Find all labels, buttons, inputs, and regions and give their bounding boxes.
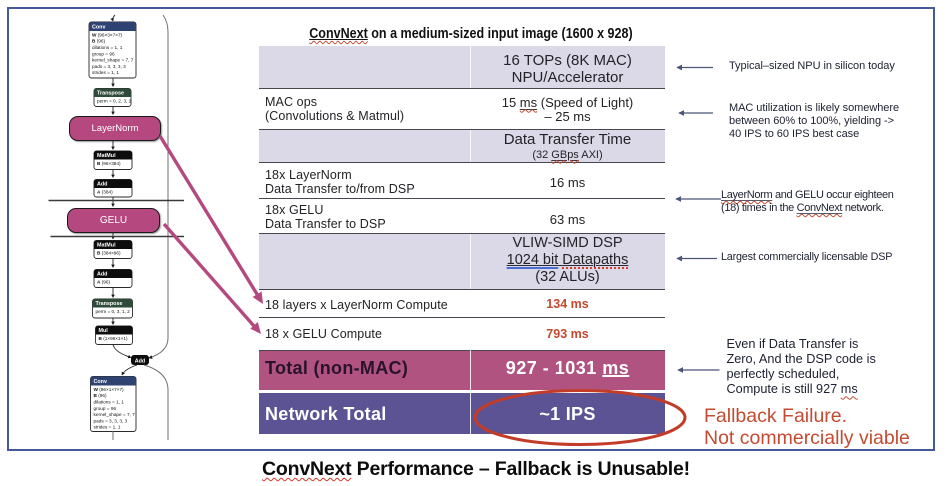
svg-text:B (384×96): B (384×96) (97, 250, 121, 255)
svg-text:B (1×96×1×1): B (1×96×1×1) (99, 336, 129, 341)
svg-text:perm = 0, 3, 1, 2: perm = 0, 3, 1, 2 (96, 309, 131, 314)
svg-text:B (96×384): B (96×384) (97, 161, 121, 166)
svg-text:strides = 1, 1: strides = 1, 1 (94, 425, 121, 430)
svg-text:A (96): A (96) (97, 279, 110, 284)
svg-text:MatMul: MatMul (97, 153, 116, 159)
svg-text:pads = 3, 3, 3, 3: pads = 3, 3, 3, 3 (92, 64, 126, 69)
svg-text:Add: Add (135, 358, 145, 364)
svg-text:strides = 1, 1: strides = 1, 1 (92, 70, 119, 75)
svg-text:Transpose: Transpose (96, 301, 123, 307)
svg-text:MatMul: MatMul (97, 242, 116, 248)
svg-text:perm = 0, 2, 3, 1: perm = 0, 2, 3, 1 (97, 98, 132, 103)
svg-text:Mul: Mul (99, 328, 109, 334)
svg-text:Conv: Conv (92, 24, 105, 30)
svg-text:W (96×1×7×7): W (96×1×7×7) (94, 387, 125, 392)
svg-text:dilations = 1, 1: dilations = 1, 1 (92, 45, 123, 50)
svg-text:group = 96: group = 96 (94, 406, 117, 411)
svg-text:kernel_shape = 7, 7: kernel_shape = 7, 7 (94, 412, 136, 417)
svg-text:Transpose: Transpose (97, 90, 124, 96)
svg-text:dilations = 1, 1: dilations = 1, 1 (94, 400, 125, 405)
svg-text:Conv: Conv (94, 379, 107, 385)
svg-text:kernel_shape = 7, 7: kernel_shape = 7, 7 (92, 58, 134, 63)
svg-text:pads = 3, 3, 3, 3: pads = 3, 3, 3, 3 (94, 418, 128, 423)
svg-text:group = 96: group = 96 (92, 51, 115, 56)
svg-text:B (96): B (96) (92, 39, 105, 44)
svg-text:Add: Add (97, 181, 107, 187)
svg-text:B (96): B (96) (94, 393, 107, 398)
svg-text:W (96×3×7×7): W (96×3×7×7) (92, 32, 123, 37)
svg-text:A (384): A (384) (97, 189, 113, 194)
svg-text:Add: Add (97, 271, 107, 277)
